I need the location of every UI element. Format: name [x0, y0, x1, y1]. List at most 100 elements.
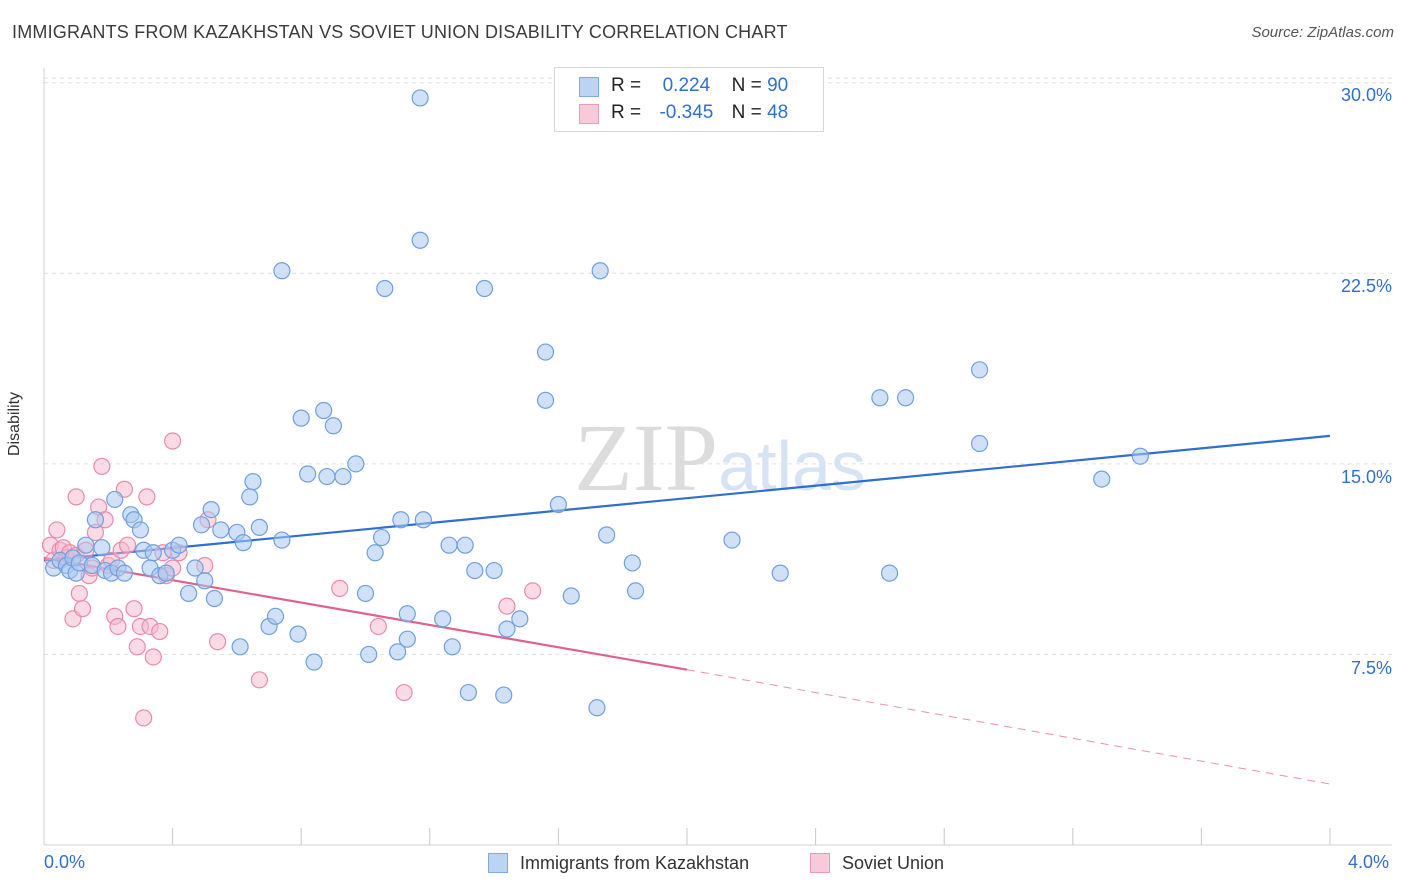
data-point-kazakhstan	[498, 620, 516, 638]
data-point-kazakhstan	[115, 564, 133, 582]
source-label: Source: ZipAtlas.com	[1251, 24, 1394, 41]
data-point-soviet-union	[369, 617, 387, 636]
data-point-kazakhstan	[86, 511, 105, 529]
bottom-legend-swatch-pink	[810, 853, 830, 873]
x-tick-min: 0.0%	[44, 852, 86, 872]
data-point-kazakhstan	[202, 500, 220, 519]
data-point-kazakhstan	[192, 516, 211, 534]
data-point-kazakhstan	[623, 554, 641, 572]
data-point-soviet-union	[48, 521, 66, 539]
data-point-kazakhstan	[234, 534, 252, 552]
y-tick-30: 30.0%	[1340, 85, 1392, 105]
data-point-kazakhstan	[205, 589, 223, 608]
bottom-legend-label-soviet-union: Soviet Union	[842, 853, 945, 873]
n-label: N =	[731, 102, 762, 123]
data-point-kazakhstan	[591, 262, 609, 280]
data-point-kazakhstan	[723, 531, 741, 549]
data-point-kazakhstan	[241, 488, 259, 506]
data-point-soviet-union	[164, 432, 182, 450]
r-value: 0.224	[662, 75, 711, 96]
data-point-soviet-union	[144, 648, 162, 666]
y-tick-7-5: 7.5%	[1350, 658, 1392, 678]
axes	[43, 68, 1392, 846]
data-point-kazakhstan	[466, 561, 484, 580]
chart-title: IMMIGRANTS FROM KAZAKHSTAN VS SOVIET UNI…	[12, 22, 788, 42]
legend-text-kazakhstan: R = 0.224 N = 90	[611, 75, 788, 97]
data-point-kazakhstan	[897, 389, 915, 407]
data-point-kazakhstan	[771, 564, 789, 582]
data-point-kazakhstan	[366, 544, 384, 562]
data-point-kazakhstan	[196, 572, 214, 590]
r-value: -0.345	[659, 102, 714, 123]
series-kazakhstan-points	[45, 89, 1149, 717]
data-point-kazakhstan	[1093, 470, 1111, 488]
data-point-kazakhstan	[598, 526, 616, 544]
data-point-kazakhstan	[389, 643, 407, 661]
data-point-kazakhstan	[970, 361, 989, 379]
data-point-kazakhstan	[459, 683, 477, 702]
data-point-soviet-union	[67, 488, 85, 506]
r-label: R =	[611, 75, 642, 96]
x-tick-max: 4.0%	[1348, 852, 1390, 872]
data-point-kazakhstan	[212, 521, 230, 539]
legend-swatch-pink	[579, 104, 599, 124]
data-point-soviet-union	[135, 709, 153, 727]
trend-line-kazakhstan	[43, 434, 1331, 562]
data-point-soviet-union	[524, 582, 542, 600]
legend-swatch-blue	[579, 77, 599, 97]
data-point-kazakhstan	[144, 544, 162, 562]
data-point-kazakhstan	[871, 389, 889, 407]
data-point-kazakhstan	[186, 559, 204, 577]
data-point-kazakhstan	[626, 582, 645, 600]
data-point-kazakhstan	[392, 511, 410, 529]
data-point-kazakhstan	[1131, 447, 1149, 465]
n-value: 90	[767, 75, 789, 96]
data-point-kazakhstan	[305, 653, 323, 671]
data-point-kazakhstan	[562, 587, 580, 605]
data-point-kazakhstan	[475, 279, 494, 298]
data-point-soviet-union	[250, 671, 269, 689]
data-point-kazakhstan	[434, 610, 452, 628]
data-point-kazakhstan	[77, 536, 95, 554]
bottom-legend-label-kazakhstan: Immigrants from Kazakhstan	[520, 853, 750, 873]
data-point-soviet-union	[331, 579, 349, 597]
data-point-kazakhstan	[411, 89, 429, 107]
legend-text-soviet-union: R = -0.345 N = 48	[611, 102, 788, 124]
trend-extension-soviet-union	[686, 669, 1331, 785]
r-label: R =	[611, 102, 642, 123]
data-point-kazakhstan	[231, 638, 249, 656]
data-point-kazakhstan	[356, 584, 375, 603]
data-point-soviet-union	[125, 600, 143, 618]
data-point-kazakhstan	[250, 518, 269, 536]
data-point-kazakhstan	[299, 465, 317, 483]
y-tick-15: 15.0%	[1340, 467, 1392, 487]
data-point-kazakhstan	[588, 699, 606, 717]
data-point-kazakhstan	[372, 528, 391, 547]
data-point-kazakhstan	[398, 605, 416, 623]
data-point-kazakhstan	[511, 610, 529, 628]
data-point-soviet-union	[73, 600, 92, 618]
data-point-kazakhstan	[485, 561, 503, 580]
correlation-legend: R = 0.224 N = 90 R = -0.345 N = 48	[554, 67, 824, 132]
data-point-kazakhstan	[170, 536, 188, 554]
data-point-kazakhstan	[411, 231, 429, 249]
data-point-kazakhstan	[880, 564, 899, 582]
data-point-kazakhstan	[93, 539, 111, 557]
data-point-soviet-union	[118, 536, 137, 554]
watermark: ZIPatlas	[574, 404, 866, 511]
data-point-soviet-union	[209, 633, 227, 651]
data-point-soviet-union	[70, 584, 88, 603]
data-point-kazakhstan	[970, 434, 989, 453]
data-point-kazakhstan	[315, 401, 333, 420]
data-point-kazakhstan	[292, 409, 310, 427]
data-point-kazakhstan	[495, 686, 513, 704]
data-point-kazakhstan	[289, 625, 307, 643]
data-point-kazakhstan	[536, 343, 555, 361]
watermark-zip: ZIP	[574, 404, 718, 511]
data-point-soviet-union	[93, 457, 111, 475]
data-point-kazakhstan	[536, 391, 555, 409]
data-point-kazakhstan	[324, 417, 342, 435]
data-point-soviet-union	[128, 638, 146, 656]
data-point-kazakhstan	[549, 495, 568, 514]
data-point-kazakhstan	[244, 473, 262, 491]
